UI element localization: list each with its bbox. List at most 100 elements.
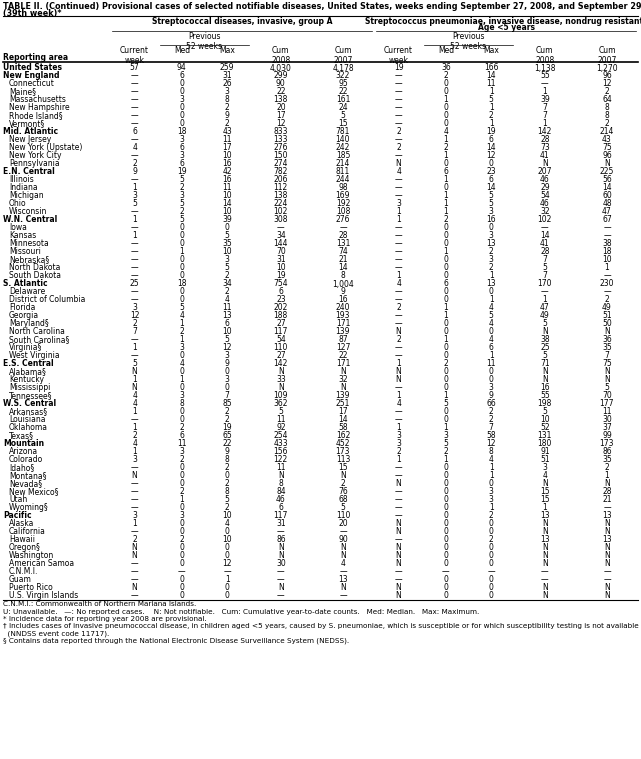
Text: 10: 10 bbox=[222, 247, 232, 257]
Text: 11: 11 bbox=[222, 136, 232, 144]
Text: 12: 12 bbox=[487, 439, 496, 449]
Text: 9: 9 bbox=[225, 448, 229, 456]
Text: 2: 2 bbox=[488, 512, 494, 521]
Text: E.N. Central: E.N. Central bbox=[3, 168, 54, 177]
Text: 0: 0 bbox=[225, 223, 229, 232]
Text: 2: 2 bbox=[604, 119, 610, 128]
Text: 14: 14 bbox=[222, 200, 232, 209]
Text: 49: 49 bbox=[602, 304, 612, 313]
Text: 90: 90 bbox=[276, 80, 286, 89]
Text: Indiana: Indiana bbox=[9, 184, 38, 193]
Text: 5: 5 bbox=[340, 503, 345, 512]
Text: 4: 4 bbox=[179, 360, 184, 369]
Text: 0: 0 bbox=[179, 288, 184, 297]
Text: 3: 3 bbox=[488, 231, 494, 241]
Text: 0: 0 bbox=[179, 591, 184, 600]
Text: —: — bbox=[541, 568, 549, 577]
Text: 144: 144 bbox=[274, 240, 288, 248]
Text: 0: 0 bbox=[488, 543, 494, 553]
Text: † Includes cases of invasive pneumococcal disease, in children aged <5 years, ca: † Includes cases of invasive pneumococca… bbox=[3, 623, 638, 629]
Text: 1: 1 bbox=[444, 392, 448, 401]
Text: N: N bbox=[542, 376, 547, 385]
Text: 17: 17 bbox=[276, 112, 286, 121]
Text: 10: 10 bbox=[222, 191, 232, 200]
Text: 16: 16 bbox=[222, 159, 232, 168]
Text: 43: 43 bbox=[602, 136, 612, 144]
Text: 50: 50 bbox=[602, 320, 612, 329]
Text: 0: 0 bbox=[444, 503, 448, 512]
Text: 4: 4 bbox=[542, 471, 547, 480]
Text: 188: 188 bbox=[274, 311, 288, 320]
Text: Kansas: Kansas bbox=[9, 231, 37, 241]
Text: N: N bbox=[395, 584, 401, 593]
Text: Current
week: Current week bbox=[120, 46, 149, 65]
Text: 6: 6 bbox=[179, 432, 184, 440]
Text: Iowa: Iowa bbox=[9, 223, 27, 232]
Text: 36: 36 bbox=[602, 335, 612, 345]
Text: —: — bbox=[395, 471, 403, 480]
Text: 70: 70 bbox=[276, 247, 286, 257]
Text: 35: 35 bbox=[602, 344, 612, 352]
Text: 36: 36 bbox=[441, 64, 451, 73]
Text: 10: 10 bbox=[602, 256, 612, 264]
Text: 34: 34 bbox=[276, 231, 286, 241]
Text: N: N bbox=[542, 327, 547, 336]
Text: N: N bbox=[604, 367, 610, 376]
Text: —: — bbox=[339, 568, 347, 577]
Text: Vermont§: Vermont§ bbox=[9, 119, 46, 128]
Text: U: Unavailable.   —: No reported cases.    N: Not notifiable.   Cum: Cumulative : U: Unavailable. —: No reported cases. N:… bbox=[3, 609, 479, 615]
Text: —: — bbox=[395, 240, 403, 248]
Text: —: — bbox=[131, 136, 138, 144]
Text: Tennessee§: Tennessee§ bbox=[9, 392, 53, 401]
Text: W.N. Central: W.N. Central bbox=[3, 216, 57, 225]
Text: 9: 9 bbox=[340, 288, 345, 297]
Text: N: N bbox=[542, 159, 547, 168]
Text: —: — bbox=[395, 575, 403, 584]
Text: Cum
2008: Cum 2008 bbox=[535, 46, 554, 65]
Text: 73: 73 bbox=[540, 143, 550, 153]
Text: 5: 5 bbox=[444, 399, 448, 408]
Text: 5: 5 bbox=[225, 231, 229, 241]
Text: —: — bbox=[131, 96, 138, 105]
Text: N: N bbox=[395, 591, 401, 600]
Text: 1: 1 bbox=[542, 87, 547, 96]
Text: Streptococcus pneumoniae, invasive disease, nondrug resistant†: Streptococcus pneumoniae, invasive disea… bbox=[365, 17, 641, 26]
Text: N: N bbox=[604, 159, 610, 168]
Text: 9: 9 bbox=[225, 360, 229, 369]
Text: 5: 5 bbox=[225, 496, 229, 505]
Text: 0: 0 bbox=[444, 80, 448, 89]
Text: 0: 0 bbox=[179, 464, 184, 473]
Text: —: — bbox=[131, 80, 138, 89]
Text: Washington: Washington bbox=[9, 552, 54, 560]
Text: 0: 0 bbox=[179, 112, 184, 121]
Text: 6: 6 bbox=[278, 503, 283, 512]
Text: 55: 55 bbox=[540, 392, 550, 401]
Text: 11: 11 bbox=[487, 80, 496, 89]
Text: 0: 0 bbox=[488, 519, 494, 528]
Text: 29: 29 bbox=[540, 184, 549, 193]
Text: —: — bbox=[277, 591, 285, 600]
Text: 110: 110 bbox=[336, 512, 350, 521]
Text: N: N bbox=[604, 591, 610, 600]
Text: 6: 6 bbox=[278, 288, 283, 297]
Text: —: — bbox=[131, 71, 138, 80]
Text: 811: 811 bbox=[336, 168, 350, 177]
Text: 14: 14 bbox=[487, 184, 496, 193]
Text: 0: 0 bbox=[179, 471, 184, 480]
Text: Nevada§: Nevada§ bbox=[9, 480, 42, 489]
Text: 55: 55 bbox=[540, 71, 550, 80]
Text: 4: 4 bbox=[340, 559, 345, 568]
Text: 5: 5 bbox=[225, 263, 229, 272]
Text: 1: 1 bbox=[225, 575, 229, 584]
Text: —: — bbox=[603, 231, 611, 241]
Text: Mid. Atlantic: Mid. Atlantic bbox=[3, 128, 58, 137]
Text: 64: 64 bbox=[602, 96, 612, 105]
Text: —: — bbox=[131, 119, 138, 128]
Text: 1: 1 bbox=[444, 304, 448, 313]
Text: 18: 18 bbox=[177, 128, 187, 137]
Text: 2: 2 bbox=[444, 143, 448, 153]
Text: Kentucky: Kentucky bbox=[9, 376, 44, 385]
Text: 11: 11 bbox=[487, 360, 496, 369]
Text: 1: 1 bbox=[444, 191, 448, 200]
Text: 0: 0 bbox=[179, 240, 184, 248]
